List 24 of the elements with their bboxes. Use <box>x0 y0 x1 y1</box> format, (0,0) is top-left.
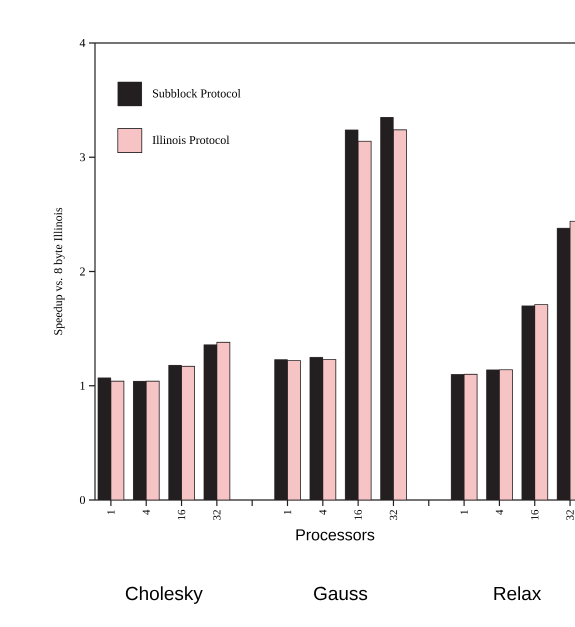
x-tick-label: 4 <box>319 510 326 515</box>
legend-label: Illinois Protocol <box>152 136 230 144</box>
y-axis-title: Speedup vs. 8 byte Illinois <box>54 208 65 335</box>
y-tick-label: 0 <box>80 496 86 504</box>
x-tick-label: 16 <box>531 510 538 520</box>
y-tick-label: 4 <box>80 39 86 47</box>
x-tick-label: 16 <box>178 510 186 520</box>
x-tick-label: 32 <box>213 510 221 520</box>
x-axis-title: Processors <box>296 529 374 540</box>
legend-label: Subblock Protocol <box>152 89 241 98</box>
y-tick-label: 1 <box>80 382 85 390</box>
x-tick-label: 1 <box>284 510 292 514</box>
x-tick-label: 32 <box>390 510 398 520</box>
x-tick-label: 32 <box>566 510 574 520</box>
text: Gauss <box>314 586 368 600</box>
text: Cholesky <box>126 586 203 604</box>
y-tick-label: 3 <box>80 153 86 162</box>
x-tick-label: 4 <box>142 510 150 515</box>
text: Relax <box>494 586 542 600</box>
x-tick-label: 1 <box>460 510 468 514</box>
x-tick-label: 1 <box>107 510 115 514</box>
x-tick-label: 4 <box>496 510 504 515</box>
x-tick-label: 16 <box>354 510 362 520</box>
y-tick-label: 2 <box>80 268 85 276</box>
